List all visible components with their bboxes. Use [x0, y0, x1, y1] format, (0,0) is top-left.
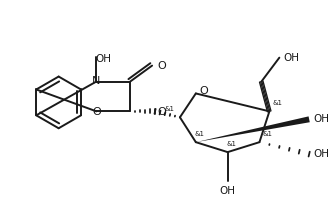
Text: &1: &1 [262, 131, 272, 137]
Text: O: O [158, 61, 166, 71]
Text: OH: OH [313, 149, 329, 159]
Polygon shape [196, 116, 310, 142]
Text: OH: OH [220, 186, 236, 196]
Text: O: O [158, 107, 166, 117]
Text: OH: OH [313, 114, 329, 124]
Text: O: O [199, 86, 208, 97]
Text: &1: &1 [272, 100, 282, 106]
Text: O: O [92, 107, 101, 117]
Text: &1: &1 [195, 131, 205, 137]
Text: &1: &1 [165, 106, 175, 112]
Text: &1: &1 [227, 141, 237, 147]
Text: OH: OH [283, 53, 299, 63]
Text: OH: OH [95, 54, 111, 64]
Text: N: N [92, 75, 101, 85]
